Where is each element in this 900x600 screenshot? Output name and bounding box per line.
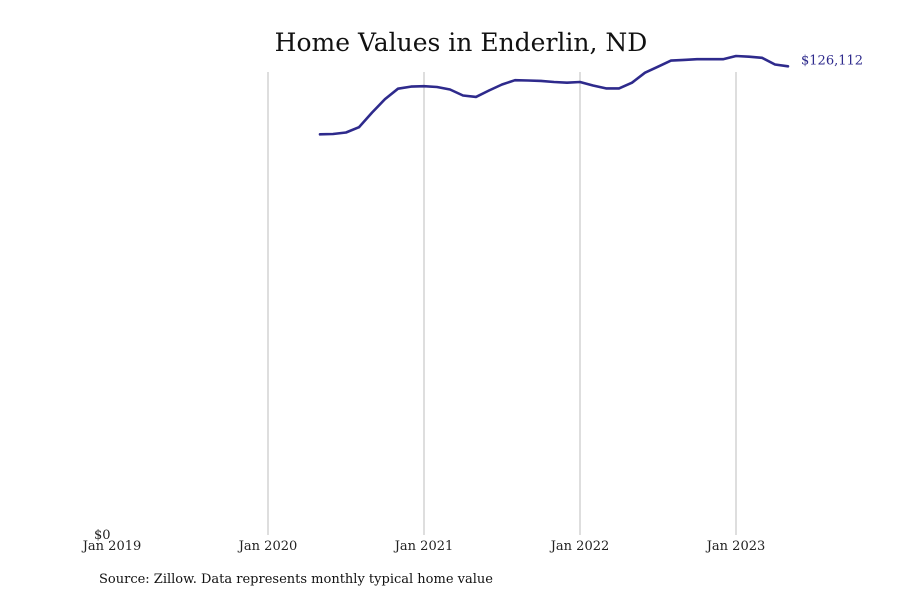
- data-point: [566, 81, 568, 84]
- series-line: [318, 54, 790, 136]
- data-point: [423, 85, 425, 88]
- data-point: [618, 87, 620, 90]
- data-point: [371, 111, 373, 114]
- data-point: [332, 132, 334, 135]
- data-point: [345, 131, 347, 134]
- data-point: [605, 87, 607, 90]
- chart-title: Home Values in Enderlin, ND: [275, 28, 648, 57]
- data-point: [657, 65, 659, 68]
- data-point: [527, 79, 529, 82]
- data-point: [501, 83, 503, 86]
- data-point: [631, 81, 633, 84]
- x-tick-label: Jan 2023: [705, 539, 766, 554]
- data-point: [670, 59, 672, 62]
- data-point: [488, 89, 490, 92]
- data-point: [384, 98, 386, 101]
- data-point: [540, 79, 542, 82]
- data-point: [735, 54, 737, 57]
- x-tick-labels: Jan 2019 Jan 2020 Jan 2021 Jan 2022 Jan 2023: [81, 539, 766, 554]
- data-point: [644, 71, 646, 74]
- data-point: [553, 80, 555, 83]
- data-point: [748, 55, 750, 58]
- data-point: [579, 80, 581, 83]
- data-point: [761, 56, 763, 59]
- data-point: [462, 94, 464, 97]
- data-point: [787, 65, 789, 68]
- data-point: [709, 58, 711, 61]
- data-point: [319, 133, 321, 136]
- data-points: [319, 54, 789, 136]
- data-point: [475, 95, 477, 98]
- data-point: [774, 63, 776, 66]
- data-point: [410, 85, 412, 88]
- data-point: [358, 126, 360, 129]
- x-tick-label: Jan 2019: [81, 539, 142, 554]
- x-gridlines: [267, 72, 737, 535]
- data-point: [514, 79, 516, 82]
- x-tick-label: Jan 2022: [549, 539, 610, 554]
- source-note: Source: Zillow. Data represents monthly …: [99, 572, 493, 587]
- data-point: [722, 58, 724, 61]
- data-point: [696, 58, 698, 61]
- y-tick-label: $0: [94, 528, 111, 543]
- x-tick-label: Jan 2021: [393, 539, 454, 554]
- data-point: [592, 84, 594, 87]
- last-value-label: $126,112: [801, 53, 863, 68]
- data-point: [436, 85, 438, 88]
- x-tick-label: Jan 2020: [237, 539, 298, 554]
- data-point: [397, 87, 399, 90]
- data-point: [449, 88, 451, 91]
- data-point: [683, 58, 685, 61]
